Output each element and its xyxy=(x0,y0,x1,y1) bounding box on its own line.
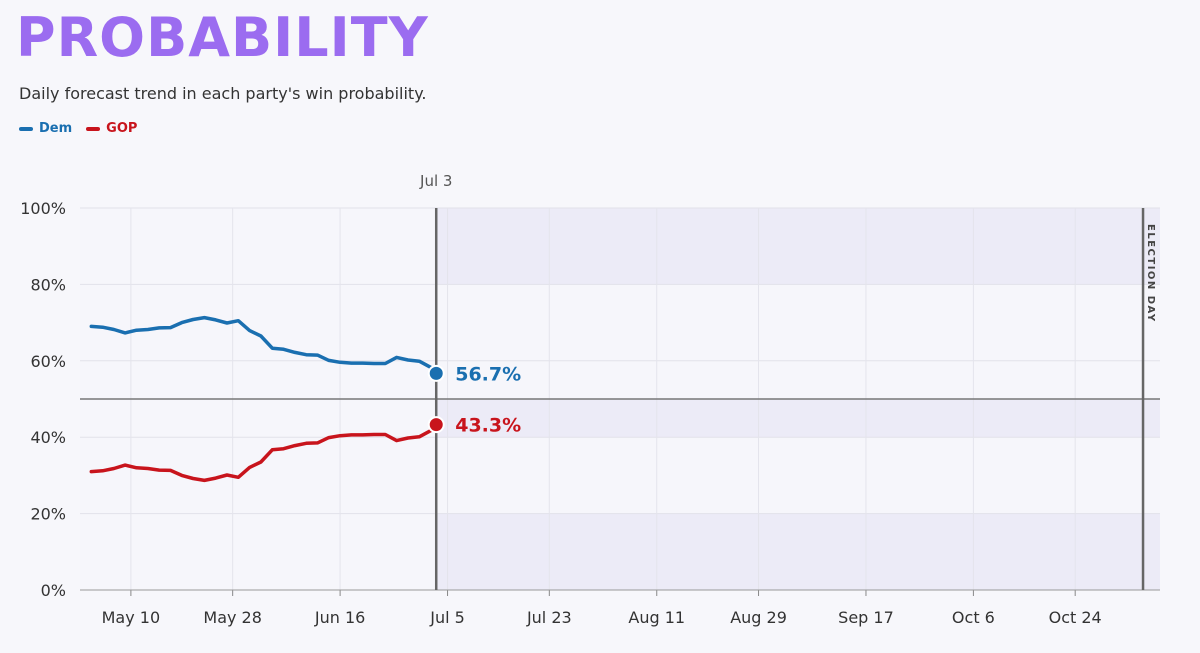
x-tick-label: Jul 23 xyxy=(526,608,572,627)
x-tick-label: May 28 xyxy=(203,608,262,627)
legend-label-gop: GOP xyxy=(106,121,138,136)
x-tick-label: Oct 6 xyxy=(952,608,995,627)
chart-markers: Jul 3 ELECTION DAY xyxy=(80,172,1160,590)
chart-subtitle: Daily forecast trend in each party's win… xyxy=(19,84,427,103)
legend: Dem GOP xyxy=(19,121,137,136)
y-tick-label: 20% xyxy=(30,505,66,524)
y-tick-label: 60% xyxy=(30,352,66,371)
legend-swatch-gop xyxy=(86,126,101,131)
y-tick-label: 40% xyxy=(30,428,66,447)
future-band xyxy=(436,208,1161,285)
end-label-gop: 43.3% xyxy=(455,415,521,437)
x-tick-label: May 10 xyxy=(102,608,161,627)
y-tick-label: 100% xyxy=(20,199,66,218)
future-band xyxy=(436,513,1161,590)
current-date-label: Jul 3 xyxy=(419,172,452,190)
x-tick-label: Jun 16 xyxy=(314,608,365,627)
chart-end-points: 56.7% 43.3% xyxy=(427,363,521,437)
y-axis: 0% 20% 40% 60% 80% 100% xyxy=(20,199,66,600)
x-axis: May 10 May 28 Jun 16 Jul 5 Jul 23 Aug 11 Aug 2… xyxy=(80,589,1160,627)
end-point-gop xyxy=(427,416,445,434)
legend-swatch-dem xyxy=(19,126,33,131)
x-tick-label: Aug 29 xyxy=(730,608,787,627)
x-tick-label: Aug 11 xyxy=(628,608,685,627)
chart-title: PROBABILITY xyxy=(16,6,429,69)
x-tick-label: Oct 24 xyxy=(1049,608,1102,627)
chart-series xyxy=(89,315,438,483)
y-tick-label: 0% xyxy=(41,581,66,600)
series-line-dem xyxy=(89,315,438,376)
election-day-label: ELECTION DAY xyxy=(1145,224,1156,323)
legend-item-gop[interactable]: GOP xyxy=(86,121,137,136)
future-band xyxy=(436,399,1161,438)
x-tick-label: Sep 17 xyxy=(838,608,894,627)
series-line-gop xyxy=(89,422,438,483)
legend-item-dem[interactable]: Dem xyxy=(19,121,72,136)
legend-label-dem: Dem xyxy=(39,121,73,136)
x-tick-label: Jul 5 xyxy=(429,608,465,627)
end-point-dem xyxy=(427,364,445,382)
end-label-dem: 56.7% xyxy=(455,363,521,385)
y-tick-label: 80% xyxy=(30,275,66,294)
